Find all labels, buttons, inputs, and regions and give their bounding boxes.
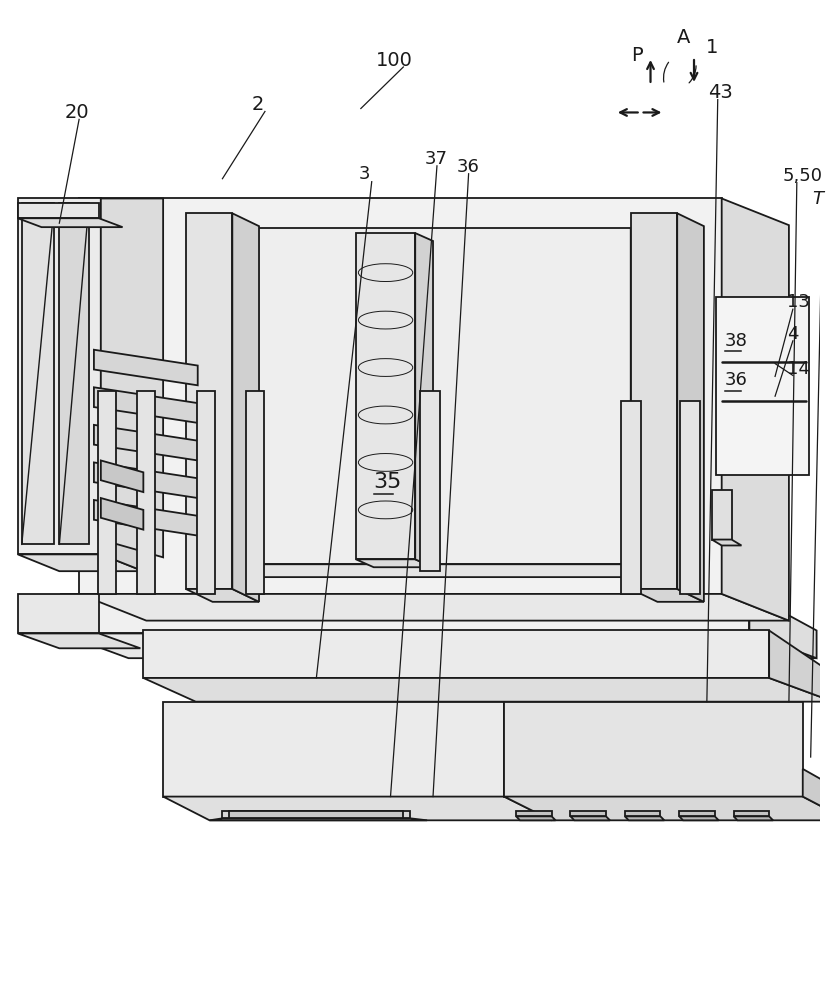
Polygon shape	[802, 769, 828, 820]
Text: 14: 14	[786, 360, 809, 378]
Polygon shape	[678, 811, 714, 816]
Polygon shape	[570, 816, 609, 820]
Text: 4: 4	[786, 325, 797, 343]
Polygon shape	[630, 213, 676, 589]
Polygon shape	[415, 233, 432, 567]
Polygon shape	[137, 391, 155, 594]
Polygon shape	[94, 462, 198, 498]
Polygon shape	[143, 678, 828, 702]
Text: 35: 35	[373, 472, 402, 492]
Polygon shape	[516, 811, 551, 816]
Polygon shape	[185, 213, 232, 589]
Polygon shape	[17, 198, 101, 554]
Polygon shape	[196, 391, 214, 594]
Polygon shape	[17, 594, 99, 633]
Polygon shape	[246, 391, 263, 594]
Polygon shape	[277, 571, 385, 594]
Text: 2: 2	[252, 95, 264, 114]
Polygon shape	[185, 589, 258, 602]
Polygon shape	[277, 594, 425, 607]
Polygon shape	[733, 811, 768, 816]
Polygon shape	[503, 797, 828, 820]
Polygon shape	[630, 589, 703, 602]
Polygon shape	[355, 559, 432, 567]
Polygon shape	[94, 425, 198, 460]
Polygon shape	[60, 203, 89, 544]
Polygon shape	[676, 213, 703, 602]
Text: 36: 36	[724, 371, 747, 389]
Polygon shape	[420, 391, 440, 571]
Polygon shape	[355, 233, 415, 559]
Polygon shape	[711, 490, 730, 540]
Polygon shape	[79, 594, 788, 621]
Polygon shape	[232, 228, 630, 564]
Polygon shape	[624, 811, 660, 816]
Polygon shape	[163, 797, 551, 820]
Polygon shape	[101, 498, 143, 530]
Text: 20: 20	[65, 103, 89, 122]
Polygon shape	[733, 816, 773, 820]
Polygon shape	[17, 203, 99, 218]
Polygon shape	[624, 816, 663, 820]
Polygon shape	[17, 554, 143, 571]
Polygon shape	[715, 297, 807, 475]
Polygon shape	[620, 401, 640, 594]
Polygon shape	[163, 702, 503, 797]
Polygon shape	[232, 213, 258, 602]
Polygon shape	[94, 500, 198, 536]
Polygon shape	[61, 594, 749, 633]
Polygon shape	[721, 198, 788, 621]
Polygon shape	[630, 228, 657, 577]
Polygon shape	[94, 387, 198, 423]
Polygon shape	[679, 401, 699, 594]
Text: 1: 1	[705, 38, 717, 57]
Text: 5,50: 5,50	[782, 167, 822, 185]
Polygon shape	[516, 816, 555, 820]
Polygon shape	[222, 811, 410, 818]
Polygon shape	[17, 218, 123, 227]
Polygon shape	[101, 460, 143, 492]
Text: T: T	[811, 190, 823, 208]
Polygon shape	[768, 630, 828, 702]
Text: 38: 38	[724, 332, 747, 350]
Polygon shape	[711, 540, 740, 545]
Polygon shape	[143, 630, 768, 678]
Polygon shape	[94, 350, 198, 385]
Polygon shape	[101, 198, 143, 571]
Text: 43: 43	[707, 83, 732, 102]
Polygon shape	[229, 811, 403, 818]
Polygon shape	[22, 203, 55, 544]
Text: A: A	[676, 28, 690, 47]
Polygon shape	[209, 818, 426, 820]
Polygon shape	[17, 633, 140, 648]
Polygon shape	[79, 198, 721, 594]
Text: P: P	[630, 46, 642, 65]
Polygon shape	[61, 633, 816, 658]
Text: 3: 3	[359, 165, 370, 183]
Polygon shape	[232, 564, 657, 577]
Polygon shape	[101, 198, 163, 557]
Polygon shape	[570, 811, 605, 816]
Polygon shape	[749, 594, 816, 658]
Polygon shape	[678, 816, 718, 820]
Text: 36: 36	[456, 158, 479, 176]
Text: 100: 100	[375, 51, 412, 70]
Polygon shape	[503, 702, 802, 797]
Text: 13: 13	[786, 293, 809, 311]
Text: 37: 37	[425, 150, 448, 168]
Polygon shape	[98, 391, 116, 594]
